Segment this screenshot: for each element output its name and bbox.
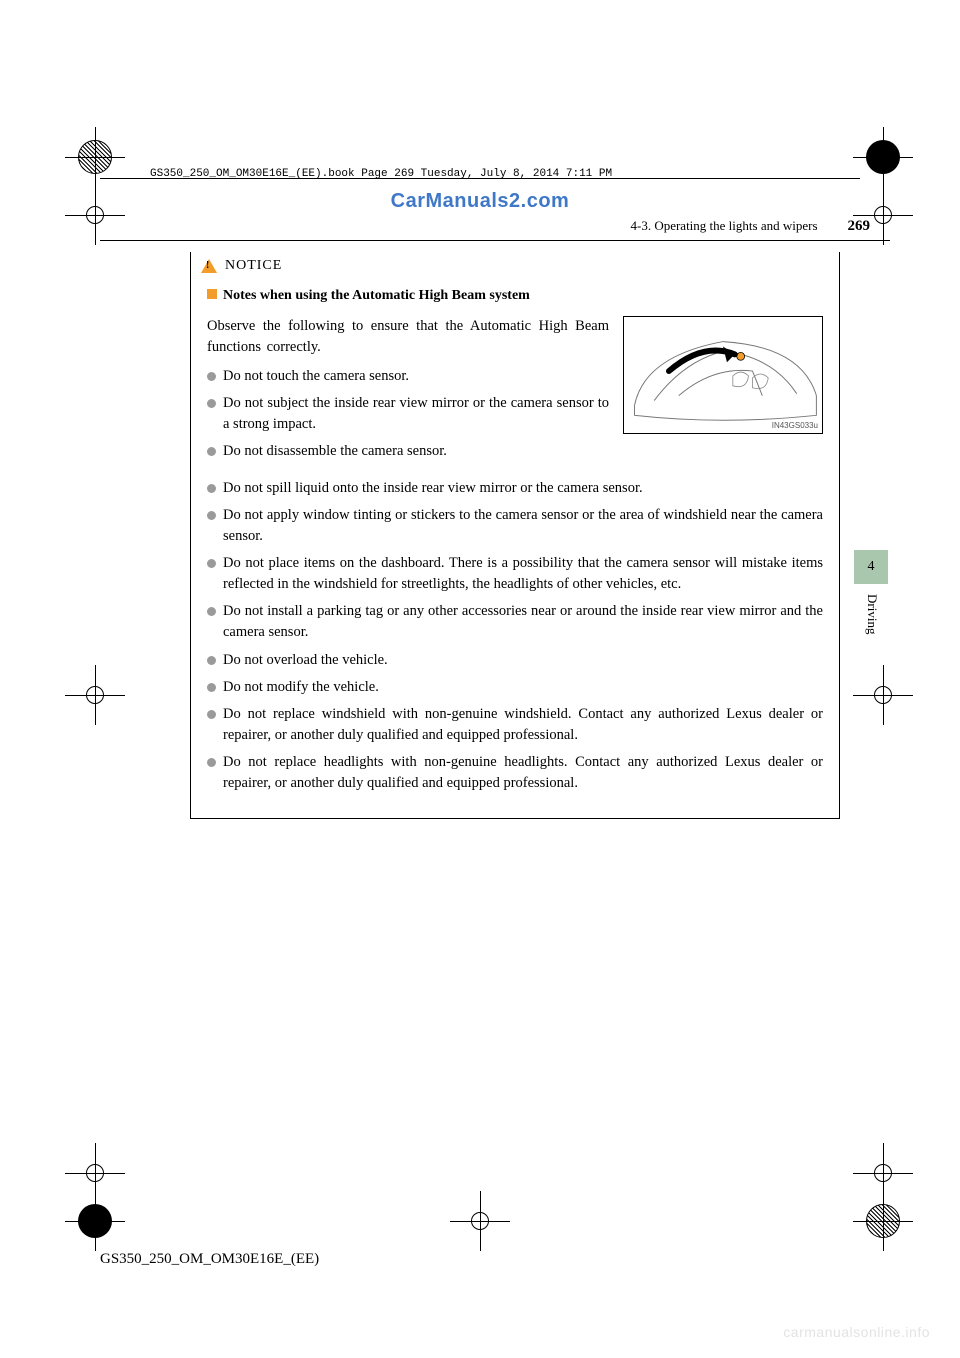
page-number: 269 <box>848 218 871 235</box>
reg-mark-left <box>80 680 110 710</box>
warning-triangle-icon <box>201 259 217 273</box>
reg-mark-bl2 <box>80 1158 110 1188</box>
reg-mark-bm <box>465 1206 495 1236</box>
list-item: Do not replace windshield with non-genui… <box>207 704 823 746</box>
watermark-top: CarManuals2.com <box>0 190 960 213</box>
print-meta-rule <box>100 178 860 179</box>
notice-body: Notes when using the Automatic High Beam… <box>191 278 839 818</box>
notice-label: NOTICE <box>225 258 282 274</box>
list-item: Do not subject the inside rear view mirr… <box>207 393 609 435</box>
notice-intro: Observe the following to ensure that the… <box>207 316 609 358</box>
square-bullet-icon <box>207 289 217 299</box>
reg-mark-br2 <box>868 1158 898 1188</box>
watermark-bottom: carmanualsonline.info <box>783 1324 930 1340</box>
reg-mark-tr <box>866 140 900 174</box>
notice-top-text: Observe the following to ensure that the… <box>207 316 609 468</box>
car-windshield-icon <box>624 317 822 433</box>
reg-mark-tl <box>78 140 112 174</box>
list-item: Do not modify the vehicle. <box>207 677 823 698</box>
list-item: Do not apply window tinting or stickers … <box>207 505 823 547</box>
list-item: Do not overload the vehicle. <box>207 650 823 671</box>
notice-bullets: Do not spill liquid onto the inside rear… <box>207 478 823 793</box>
notice-subtitle: Notes when using the Automatic High Beam… <box>207 286 823 306</box>
camera-sensor-figure: IN43GS033u <box>623 316 823 434</box>
list-item: Do not install a parking tag or any othe… <box>207 601 823 643</box>
list-item: Do not disassemble the camera sensor. <box>207 441 609 462</box>
section-title: 4-3. Operating the lights and wipers <box>630 218 817 234</box>
chapter-label: Driving <box>854 584 880 634</box>
notice-header: NOTICE <box>191 252 839 278</box>
reg-mark-bl <box>78 1204 112 1238</box>
list-item: Do not place items on the dashboard. The… <box>207 553 823 595</box>
page-header: 269 4-3. Operating the lights and wipers <box>190 218 870 236</box>
notice-top-bullets: Do not touch the camera sensor. Do not s… <box>207 366 609 462</box>
notice-top-row: Observe the following to ensure that the… <box>207 316 823 468</box>
footer-doc-code: GS350_250_OM_OM30E16E_(EE) <box>100 1251 319 1268</box>
notice-subtitle-text: Notes when using the Automatic High Beam… <box>223 288 530 303</box>
list-item: Do not touch the camera sensor. <box>207 366 609 387</box>
reg-mark-right <box>868 680 898 710</box>
notice-box: NOTICE Notes when using the Automatic Hi… <box>190 252 840 819</box>
list-item: Do not spill liquid onto the inside rear… <box>207 478 823 499</box>
figure-code: IN43GS033u <box>772 420 818 432</box>
chapter-tab: 4 Driving <box>854 550 888 680</box>
chapter-number: 4 <box>854 550 888 584</box>
page-root: GS350_250_OM_OM30E16E_(EE).book Page 269… <box>0 0 960 1358</box>
header-rule <box>100 240 890 241</box>
reg-mark-br <box>866 1204 900 1238</box>
list-item: Do not replace headlights with non-genui… <box>207 752 823 794</box>
